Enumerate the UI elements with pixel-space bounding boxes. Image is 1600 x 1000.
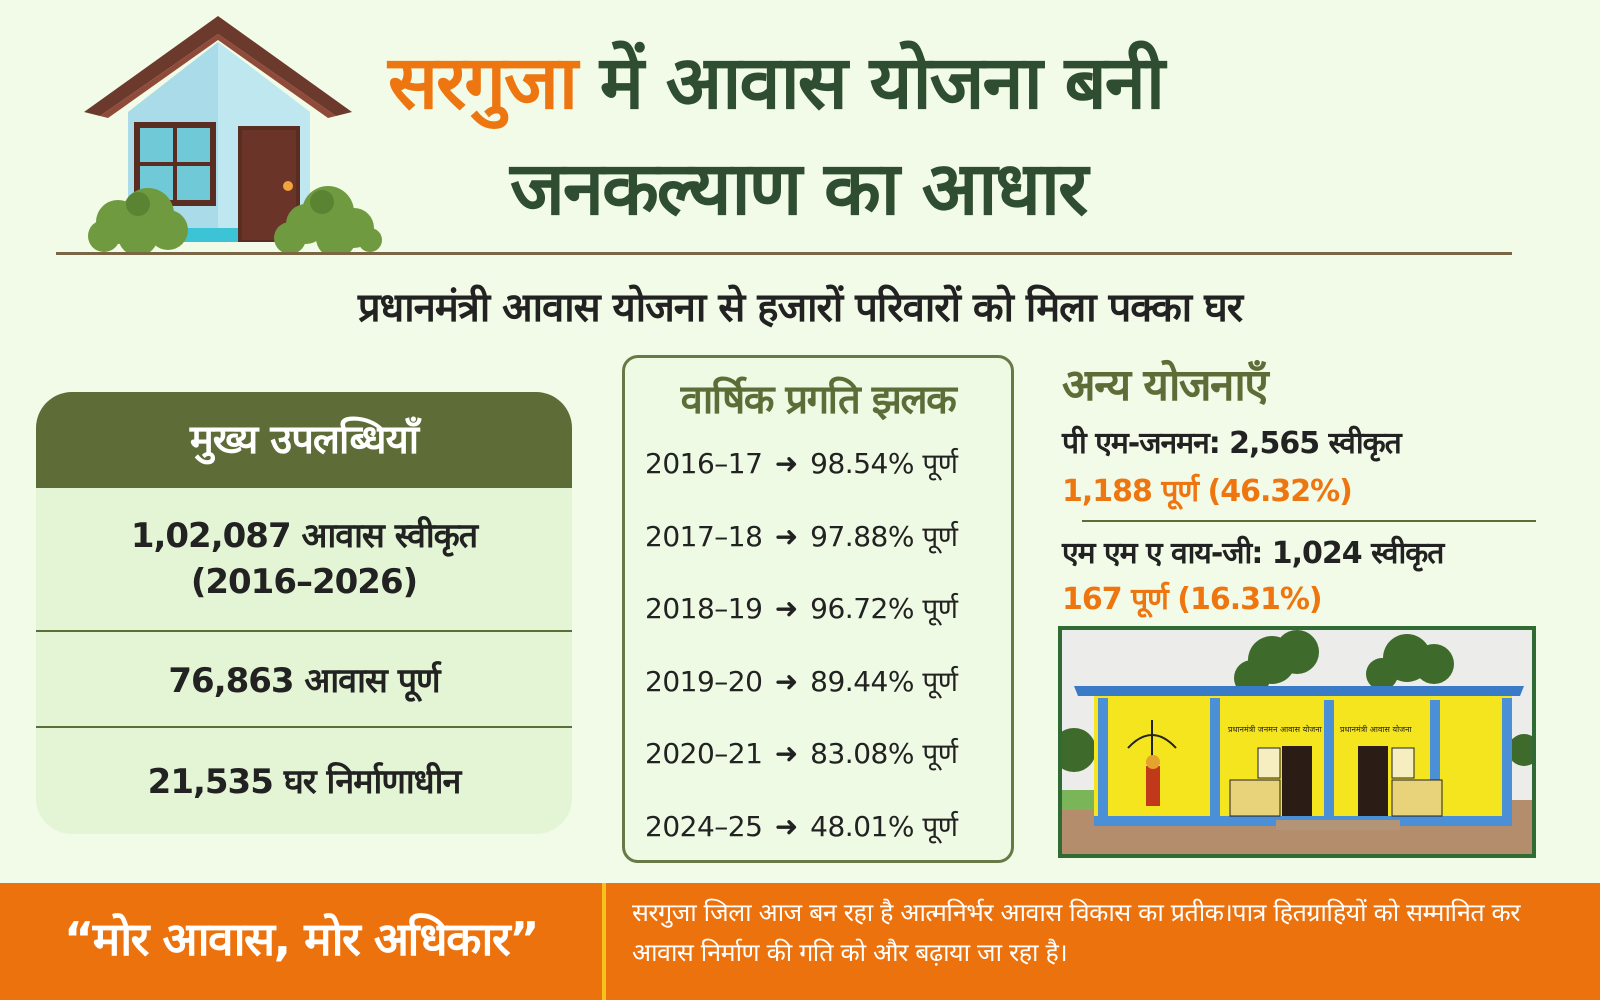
progress-row: 2016–17 ➜ 98.54% पूर्ण [645, 428, 1011, 501]
main-achievements-heading: मुख्य उपलब्धियाँ [36, 392, 572, 488]
progress-year: 2020–21 [645, 737, 763, 770]
arrow-right-icon: ➜ [774, 519, 798, 553]
house-icon [78, 14, 388, 258]
achievement-sanctioned: 1,02,087 आवास स्वीकृत [130, 516, 478, 556]
progress-row: 2018–19 ➜ 96.72% पूर्ण [645, 573, 1011, 646]
progress-year: 2017–18 [645, 519, 763, 553]
progress-suffix: पूर्ण [922, 664, 958, 698]
progress-suffix: पूर्ण [922, 592, 958, 625]
achievement-under-construction: 21,535 घर निर्माणाधीन [147, 762, 462, 802]
progress-percent: 48.01% [810, 809, 914, 843]
progress-year: 2016–17 [645, 447, 763, 480]
progress-year: 2024–25 [645, 809, 763, 843]
progress-percent: 89.44% [810, 664, 914, 698]
main-achievements-card: मुख्य उपलब्धियाँ 1,02,087 आवास स्वीकृत (… [36, 392, 572, 834]
arrow-right-icon: ➜ [774, 809, 798, 843]
progress-percent: 83.08% [810, 737, 914, 770]
scheme-house-photo: प्रधानमंत्री जनमन आवास योजना प्रधानमंत्र… [1058, 626, 1536, 858]
progress-suffix: पूर्ण [922, 737, 958, 770]
progress-percent: 97.88% [810, 519, 914, 553]
footer-slogan: “मोर आवास, मोर अधिकार” [64, 912, 539, 966]
progress-row: 2024–25 ➜ 48.01% पूर्ण [645, 791, 1011, 864]
title-accent: सरगुजा [388, 40, 578, 126]
achievement-row: 76,863 आवास पूर्ण [36, 632, 572, 728]
title-rest: में आवास योजना बनी [576, 40, 1165, 126]
progress-suffix: पूर्ण [922, 809, 958, 843]
achievement-row: 1,02,087 आवास स्वीकृत (2016–2026) [36, 488, 572, 632]
title-divider [56, 252, 1512, 255]
progress-row: 2019–20 ➜ 89.44% पूर्ण [645, 646, 1011, 719]
achievement-period: (2016–2026) [190, 562, 418, 602]
footer-banner [0, 883, 1600, 1000]
arrow-right-icon: ➜ [774, 737, 798, 770]
annual-progress-heading: वार्षिक प्रगति झलक [680, 377, 957, 423]
schemes-divider [1082, 520, 1536, 522]
annual-progress-card: वार्षिक प्रगति झलक 2016–17 ➜ 98.54% पूर्… [622, 355, 1014, 863]
page-title-line-1: सरगुजा में आवास योजना बनी [388, 38, 1165, 128]
annual-progress-list: 2016–17 ➜ 98.54% पूर्ण 2017–18 ➜ 97.88% … [645, 428, 1011, 863]
arrow-right-icon: ➜ [774, 447, 798, 480]
progress-year: 2019–20 [645, 664, 763, 698]
progress-suffix: पूर्ण [922, 447, 958, 480]
arrow-right-icon: ➜ [774, 592, 798, 625]
pm-janman-sanctioned: पी एम-जनमन: 2,565 स्वीकृत [1062, 426, 1402, 461]
achievement-completed: 76,863 आवास पूर्ण [168, 661, 440, 701]
page-title-line-2: जनकल्याण का आधार [510, 146, 1088, 232]
other-schemes-heading: अन्य योजनाएँ [1062, 360, 1269, 411]
progress-percent: 96.72% [810, 592, 914, 625]
achievement-row: 21,535 घर निर्माणाधीन [36, 728, 572, 832]
svg-text:प्रधानमंत्री आवास योजना: प्रधानमंत्री आवास योजना [1340, 724, 1413, 734]
footer-text: सरगुजा जिला आज बन रहा है आत्मनिर्भर आवास… [632, 898, 1520, 967]
progress-row: 2020–21 ➜ 83.08% पूर्ण [645, 718, 1011, 791]
subtitle: प्रधानमंत्री आवास योजना से हजारों परिवार… [357, 285, 1243, 331]
pm-janman-completed: 1,188 पूर्ण (46.32%) [1062, 474, 1353, 509]
mmay-g-sanctioned: एम एम ए वाय-जी: 1,024 स्वीकृत [1062, 536, 1444, 571]
footer-divider [602, 883, 606, 1000]
progress-row: 2017–18 ➜ 97.88% पूर्ण [645, 501, 1011, 574]
progress-suffix: पूर्ण [922, 519, 958, 553]
arrow-right-icon: ➜ [774, 664, 798, 698]
svg-text:प्रधानमंत्री जनमन आवास योजना: प्रधानमंत्री जनमन आवास योजना [1228, 724, 1323, 734]
progress-year: 2018–19 [645, 592, 763, 625]
mmay-g-completed: 167 पूर्ण (16.31%) [1062, 582, 1323, 617]
progress-percent: 98.54% [810, 447, 914, 480]
